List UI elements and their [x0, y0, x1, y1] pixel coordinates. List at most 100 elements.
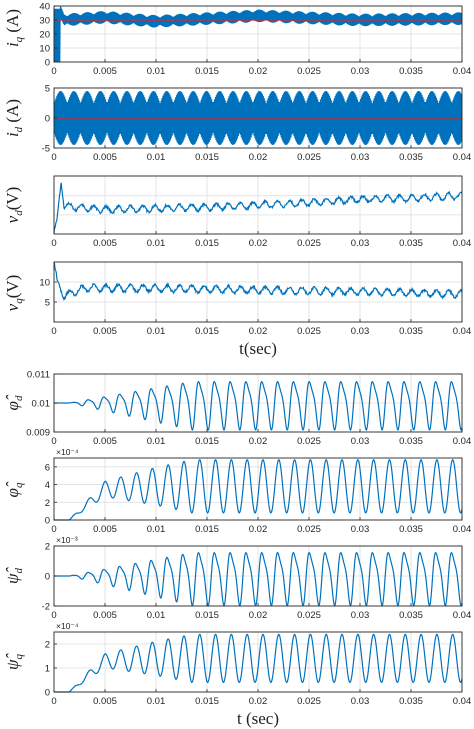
y-axis-label: iq (A)	[3, 9, 25, 47]
y-tick-label: 0.01	[32, 399, 51, 410]
x-tick-label: 0	[51, 66, 56, 77]
y-tick-label: 6	[45, 462, 50, 473]
x-tick-label: 0.035	[399, 326, 423, 337]
y-axis-multiplier: ×10⁻⁴	[56, 621, 79, 631]
x-tick-label: 0	[51, 238, 56, 249]
data-series	[53, 182, 463, 233]
x-tick-label: 0.035	[399, 696, 423, 707]
data-series	[53, 5, 463, 63]
x-tick-label: 0.005	[93, 524, 117, 535]
x-tick-label: 0.01	[147, 238, 166, 249]
x-tick-label: 0.015	[195, 436, 219, 447]
y-tick-label: 2	[45, 640, 50, 651]
y-tick-label: 1	[45, 664, 50, 675]
x-tick-label: 0.005	[93, 610, 117, 621]
x-tick-label: 0.04	[453, 696, 472, 707]
subplot-1: 0 0.005 0.01 0.015 0.02 0.025 0.03 0.035 0.04010…	[3, 2, 471, 78]
y-tick-label: 40	[39, 2, 50, 13]
x-tick-label: 0.03	[351, 524, 370, 535]
subplot-5: 0 0.005 0.01 0.015 0.02 0.025 0.03 0.035 0.04 0.0…	[3, 370, 471, 448]
y-axis-label: vq(V)	[3, 275, 25, 312]
x-tick-label: 0.01	[147, 696, 166, 707]
x-tick-label: 0.035	[399, 152, 423, 163]
x-tick-label: 0.015	[195, 326, 219, 337]
y-tick-label: 2	[45, 542, 50, 553]
data-series	[54, 380, 463, 432]
x-tick-label: 0.015	[195, 66, 219, 77]
x-tick-label: 0.015	[195, 696, 219, 707]
subplot-4: 0 0.005 0.01 0.015 0.02 0.025 0.03 0.035 0.04 5 10…	[3, 261, 472, 358]
y-axis-label: φ̂q	[3, 481, 25, 497]
y-tick-label: -5	[42, 144, 50, 155]
y-tick-label: 5	[45, 84, 50, 95]
x-tick-label: 0.005	[93, 152, 117, 163]
x-tick-label: 0.01	[147, 326, 166, 337]
subplot-6: 0 0.005 0.01 0.015 0.02 0.025 0.03 0.035 0.04 0 2 4…	[3, 447, 471, 535]
x-tick-label: 0	[51, 696, 56, 707]
x-axis-label: t(sec)	[239, 339, 277, 358]
x-tick-label: 0.03	[351, 238, 370, 249]
x-tick-label: 0.03	[351, 436, 370, 447]
y-tick-label: 2	[45, 498, 50, 509]
x-tick-label: 0.005	[93, 66, 117, 77]
y-tick-label: 0	[45, 688, 50, 699]
y-tick-label: 20	[39, 30, 50, 41]
y-tick-label: 5	[45, 298, 50, 309]
x-tick-label: 0.015	[195, 152, 219, 163]
x-tick-label: 0.025	[297, 66, 321, 77]
x-tick-label: 0.03	[351, 326, 370, 337]
x-tick-label: 0.015	[195, 610, 219, 621]
x-tick-label: 0.025	[297, 696, 321, 707]
x-tick-label: 0.04	[453, 436, 472, 447]
x-tick-label: 0.03	[351, 610, 370, 621]
x-tick-label: 0.01	[147, 610, 166, 621]
x-tick-label: 0.035	[399, 66, 423, 77]
x-tick-label: 0.02	[249, 238, 268, 249]
x-tick-label: 0.04	[453, 326, 472, 337]
x-tick-label: 0.03	[351, 696, 370, 707]
x-tick-label: 0.01	[147, 152, 166, 163]
x-tick-label: 0.03	[351, 152, 370, 163]
y-axis-label: id (A)	[3, 99, 25, 137]
x-tick-label: 0.01	[147, 66, 166, 77]
x-tick-label: 0	[51, 524, 56, 535]
y-tick-label: 0.009	[26, 428, 50, 439]
x-tick-label: 0.01	[147, 436, 166, 447]
subplot-2: 0 0.005 0.01 0.015 0.02 0.025 0.03 0.035 0.04-50…	[3, 84, 471, 164]
x-tick-label: 0.035	[399, 238, 423, 249]
x-tick-label: 0.01	[147, 524, 166, 535]
x-tick-label: 0.03	[351, 66, 370, 77]
x-tick-label: 0.04	[453, 524, 472, 535]
x-tick-label: 0.025	[297, 152, 321, 163]
x-tick-label: 0.04	[453, 238, 472, 249]
x-tick-label: 0	[51, 152, 56, 163]
x-tick-label: 0.005	[93, 436, 117, 447]
x-tick-label: 0.025	[297, 610, 321, 621]
data-series	[54, 633, 463, 693]
y-axis-multiplier: ×10⁻⁴	[56, 447, 79, 457]
x-tick-label: 0.035	[399, 610, 423, 621]
x-tick-label: 0.005	[93, 326, 117, 337]
y-tick-label: 30	[39, 16, 50, 27]
y-axis-label: φ̂d	[3, 394, 25, 410]
x-tick-label: 0	[51, 610, 56, 621]
y-axis-label: ψ̂q	[3, 652, 25, 670]
x-tick-label: 0	[51, 436, 56, 447]
subplot-8: 0 0.005 0.01 0.015 0.02 0.025 0.03 0.035 0.04 0 1 2…	[3, 621, 471, 728]
subplot-3: 0 0.005 0.01 0.015 0.02 0.025 0.03 0.035 0.04 vd(…	[3, 175, 472, 249]
y-axis-label: vd(V)	[3, 187, 25, 224]
y-tick-label: 4	[45, 480, 50, 491]
y-tick-label: 0	[45, 516, 50, 527]
data-series	[53, 262, 463, 301]
data-series	[54, 551, 463, 607]
x-tick-label: 0.02	[249, 610, 268, 621]
x-tick-label: 0.035	[399, 524, 423, 535]
y-tick-label: 10	[39, 44, 50, 55]
x-tick-label: 0.025	[297, 238, 321, 249]
y-tick-label: 0	[45, 114, 50, 125]
x-tick-label: 0.02	[249, 696, 268, 707]
x-tick-label: 0.02	[249, 524, 268, 535]
y-axis-label: ψ̂d	[3, 566, 25, 584]
x-tick-label: 0.005	[93, 238, 117, 249]
